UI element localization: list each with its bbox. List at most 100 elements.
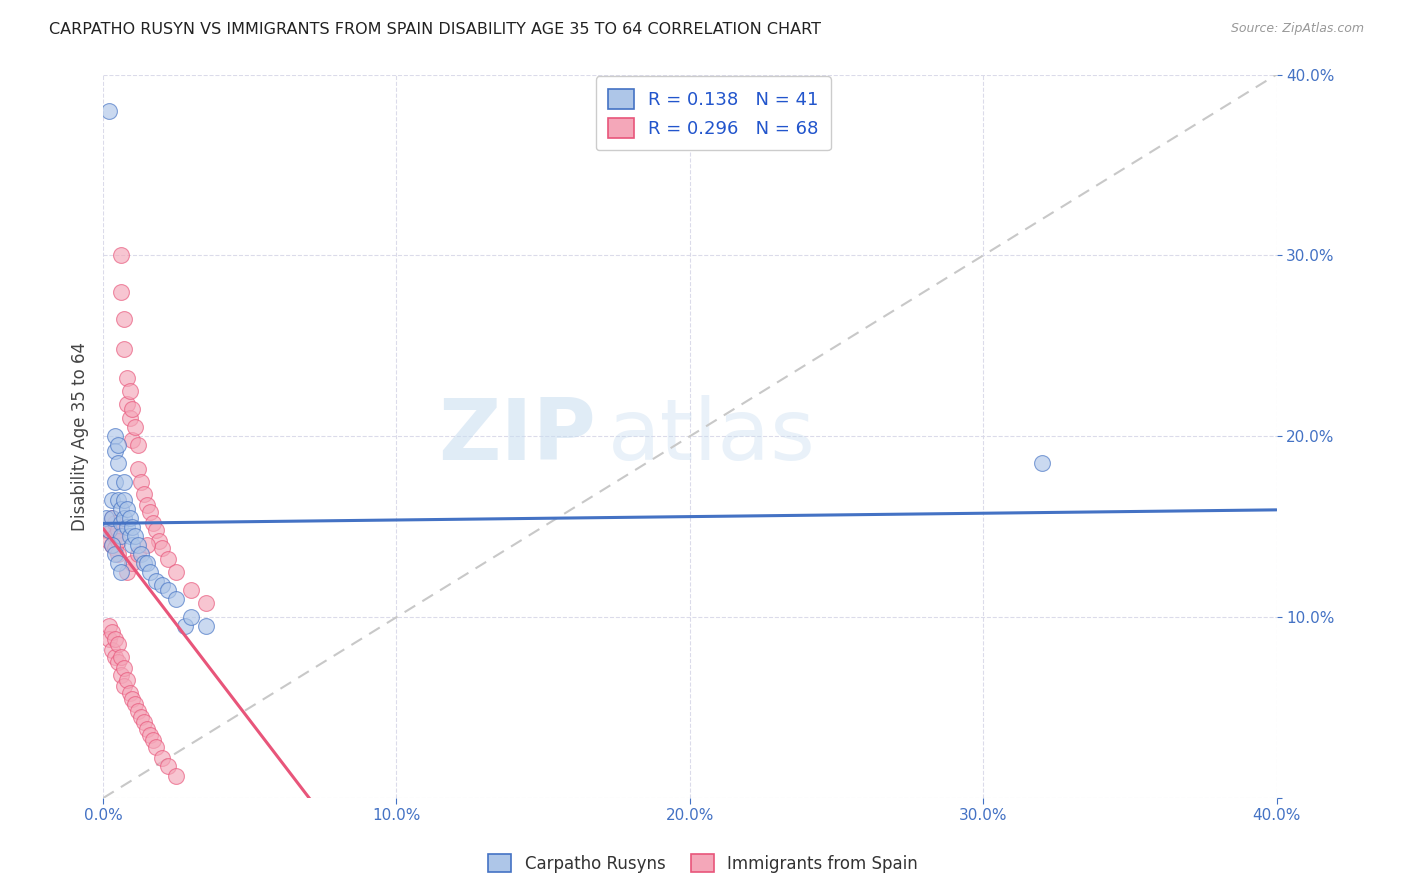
Y-axis label: Disability Age 35 to 64: Disability Age 35 to 64 (72, 342, 89, 531)
Point (142, 516, 165, 530)
Point (115, 565, 138, 579)
Point (115, 397, 138, 411)
Point (156, 758, 179, 772)
Point (139, 505, 162, 519)
Point (166, 769, 188, 783)
Point (139, 565, 162, 579)
Point (194, 619, 217, 633)
Point (156, 552, 179, 566)
Point (121, 691, 143, 706)
Point (104, 516, 127, 530)
Point (150, 577, 173, 591)
Point (107, 534, 129, 549)
Point (104, 429, 127, 443)
Point (112, 661, 135, 675)
Point (104, 650, 127, 665)
Point (194, 596, 217, 610)
Point (134, 715, 156, 730)
Point (98, 524, 121, 538)
Point (101, 538, 124, 552)
Text: ZIP: ZIP (439, 395, 596, 478)
Point (110, 650, 132, 665)
Point (110, 565, 132, 579)
Point (118, 686, 141, 700)
Point (127, 547, 149, 561)
Point (124, 697, 146, 711)
Point (107, 637, 129, 651)
Point (121, 433, 143, 447)
Point (115, 371, 138, 385)
Point (104, 529, 127, 543)
Point (150, 541, 173, 556)
Point (104, 475, 127, 489)
Point (145, 524, 167, 538)
Point (166, 565, 188, 579)
Point (112, 510, 135, 524)
Point (121, 538, 143, 552)
Point (107, 438, 129, 452)
Point (129, 547, 152, 561)
Point (98, 103, 121, 118)
Point (136, 498, 159, 512)
Point (107, 492, 129, 507)
Point (110, 285, 132, 299)
Point (104, 541, 127, 556)
Point (180, 582, 202, 597)
Point (180, 610, 202, 624)
Point (118, 411, 141, 425)
Point (94, 524, 117, 538)
Point (110, 668, 132, 682)
Point (112, 492, 135, 507)
Point (112, 679, 135, 693)
Point (121, 520, 143, 534)
Point (107, 656, 129, 670)
Point (124, 420, 146, 434)
Point (101, 510, 124, 524)
Point (174, 619, 197, 633)
Point (145, 574, 167, 588)
Point (110, 529, 132, 543)
Point (150, 751, 173, 765)
Point (110, 248, 132, 262)
Point (127, 462, 149, 476)
Point (142, 733, 165, 747)
Point (98, 524, 121, 538)
Point (104, 547, 127, 561)
Point (112, 343, 135, 357)
Point (112, 475, 135, 489)
Point (145, 740, 167, 755)
Point (101, 524, 124, 538)
Point (101, 510, 124, 524)
Point (115, 673, 138, 688)
Point (104, 632, 127, 646)
Point (139, 728, 162, 742)
Point (115, 501, 138, 516)
Point (107, 524, 129, 538)
Point (156, 582, 179, 597)
Point (129, 475, 152, 489)
Point (134, 487, 156, 501)
Point (112, 311, 135, 326)
Legend: Carpatho Rusyns, Immigrants from Spain: Carpatho Rusyns, Immigrants from Spain (481, 847, 925, 880)
Point (148, 534, 170, 549)
Point (107, 457, 129, 471)
Point (166, 592, 188, 607)
Point (118, 384, 141, 398)
Point (101, 642, 124, 657)
Point (98, 619, 121, 633)
Point (101, 624, 124, 639)
Text: Source: ZipAtlas.com: Source: ZipAtlas.com (1230, 22, 1364, 36)
Point (118, 529, 141, 543)
Text: CARPATHO RUSYN VS IMMIGRANTS FROM SPAIN DISABILITY AGE 35 TO 64 CORRELATION CHAR: CARPATHO RUSYN VS IMMIGRANTS FROM SPAIN … (49, 22, 821, 37)
Point (98, 534, 121, 549)
Point (136, 723, 159, 737)
Point (121, 402, 143, 417)
Point (94, 510, 117, 524)
Point (121, 556, 143, 570)
Point (110, 501, 132, 516)
Point (136, 556, 159, 570)
Point (104, 443, 127, 458)
Point (107, 547, 129, 561)
Point (124, 529, 146, 543)
Point (127, 438, 149, 452)
